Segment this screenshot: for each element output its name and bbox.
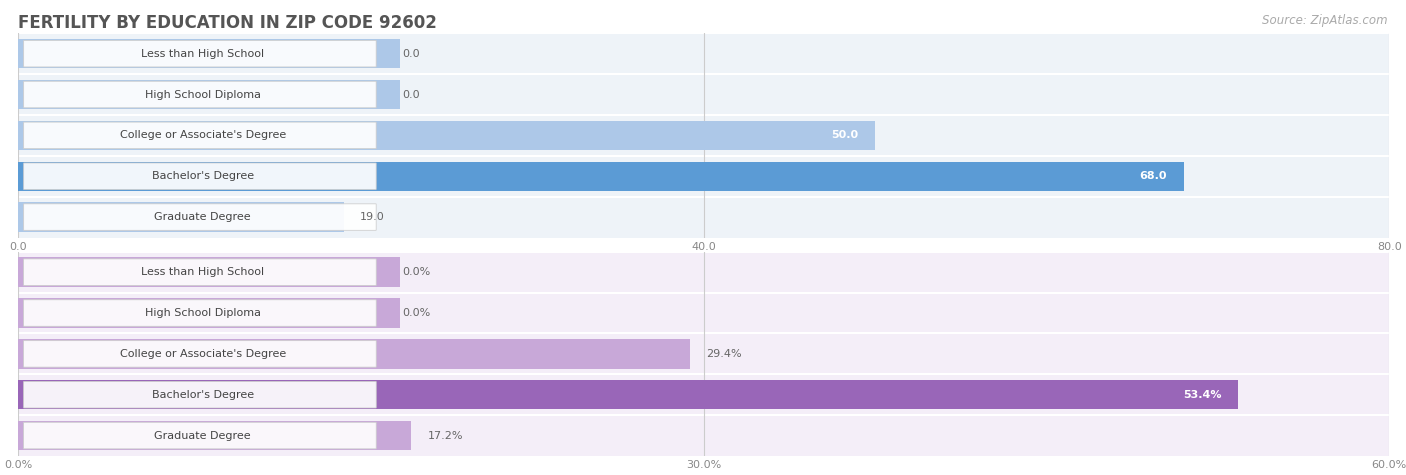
- FancyBboxPatch shape: [24, 300, 377, 326]
- Text: 68.0: 68.0: [1139, 171, 1167, 181]
- FancyBboxPatch shape: [24, 163, 377, 190]
- Text: Source: ZipAtlas.com: Source: ZipAtlas.com: [1263, 14, 1388, 27]
- Text: 29.4%: 29.4%: [706, 349, 742, 359]
- Text: 0.0%: 0.0%: [402, 308, 430, 318]
- FancyBboxPatch shape: [24, 204, 377, 230]
- Text: College or Associate's Degree: College or Associate's Degree: [120, 349, 285, 359]
- Bar: [18, 257, 399, 287]
- Text: High School Diploma: High School Diploma: [145, 89, 260, 100]
- Bar: [18, 115, 1389, 156]
- FancyBboxPatch shape: [24, 381, 377, 408]
- Bar: [18, 202, 344, 232]
- Bar: [18, 380, 1239, 409]
- Bar: [18, 421, 411, 450]
- Text: 17.2%: 17.2%: [427, 430, 463, 441]
- Text: College or Associate's Degree: College or Associate's Degree: [120, 130, 285, 141]
- Text: High School Diploma: High School Diploma: [145, 308, 260, 318]
- Text: 0.0: 0.0: [402, 48, 420, 59]
- FancyBboxPatch shape: [24, 40, 377, 67]
- Bar: [18, 74, 1389, 115]
- Text: 53.4%: 53.4%: [1184, 390, 1222, 400]
- Bar: [18, 333, 1389, 374]
- Bar: [18, 121, 875, 150]
- Text: Less than High School: Less than High School: [141, 267, 264, 277]
- Text: Less than High School: Less than High School: [141, 48, 264, 59]
- Bar: [18, 374, 1389, 415]
- FancyBboxPatch shape: [24, 81, 377, 108]
- Bar: [18, 39, 399, 68]
- Text: 0.0: 0.0: [402, 89, 420, 100]
- Text: 0.0%: 0.0%: [402, 267, 430, 277]
- Bar: [18, 156, 1389, 197]
- Bar: [18, 33, 1389, 74]
- Bar: [18, 339, 690, 369]
- FancyBboxPatch shape: [24, 422, 377, 449]
- Text: Graduate Degree: Graduate Degree: [155, 212, 250, 222]
- FancyBboxPatch shape: [24, 122, 377, 149]
- Bar: [18, 298, 399, 328]
- Text: FERTILITY BY EDUCATION IN ZIP CODE 92602: FERTILITY BY EDUCATION IN ZIP CODE 92602: [18, 14, 437, 32]
- Bar: [18, 415, 1389, 456]
- Bar: [18, 162, 1184, 191]
- FancyBboxPatch shape: [24, 259, 377, 285]
- Bar: [18, 293, 1389, 333]
- Bar: [18, 252, 1389, 293]
- Bar: [18, 80, 399, 109]
- Text: Bachelor's Degree: Bachelor's Degree: [152, 171, 253, 181]
- Text: Bachelor's Degree: Bachelor's Degree: [152, 390, 253, 400]
- Text: 19.0: 19.0: [360, 212, 385, 222]
- Text: 50.0: 50.0: [831, 130, 859, 141]
- Text: Graduate Degree: Graduate Degree: [155, 430, 250, 441]
- FancyBboxPatch shape: [24, 341, 377, 367]
- Bar: [18, 197, 1389, 238]
